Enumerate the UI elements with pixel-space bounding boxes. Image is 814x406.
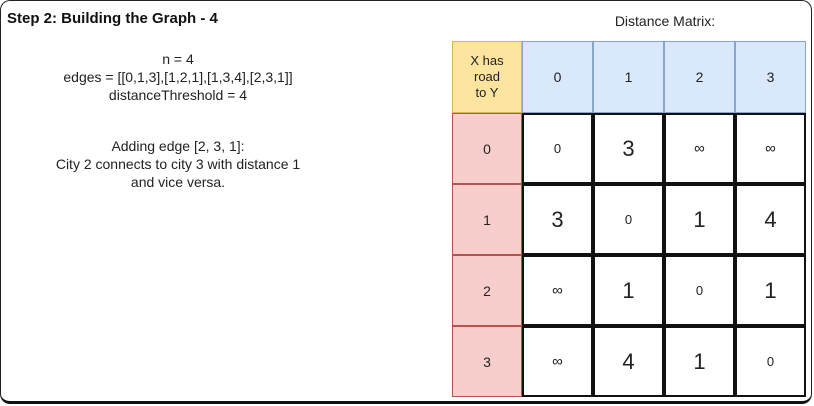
matrix-cell-3-1: 4 — [593, 326, 664, 397]
matrix-cell-3-0: ∞ — [522, 326, 593, 397]
row-header-1: 1 — [452, 184, 522, 255]
step-title: Step 2: Building the Graph - 4 — [7, 10, 218, 27]
description-line: and vice versa. — [130, 174, 226, 190]
matrix-cell-1-3: 4 — [735, 184, 806, 255]
description-line: Adding edge [2, 3, 1]: — [111, 138, 245, 154]
column-header-1: 1 — [593, 41, 664, 113]
problem-parameters: n = 4 edges = [[0,1,3],[1,2,1],[1,3,4],[… — [0, 50, 356, 104]
column-header-2: 2 — [664, 41, 735, 113]
step-description: Adding edge [2, 3, 1]: City 2 connects t… — [0, 137, 356, 191]
matrix-cell-1-1: 0 — [593, 184, 664, 255]
matrix-cell-0-0: 0 — [522, 113, 593, 184]
description-line: City 2 connects to city 3 with distance … — [55, 156, 301, 172]
matrix-cell-0-3: ∞ — [735, 113, 806, 184]
param-n: n = 4 — [162, 51, 194, 67]
row-header-0: 0 — [452, 113, 522, 184]
matrix-cell-0-2: ∞ — [664, 113, 735, 184]
param-edges: edges = [[0,1,3],[1,2,1],[1,3,4],[2,3,1]… — [63, 69, 293, 85]
matrix-cell-2-3: 1 — [735, 255, 806, 326]
matrix-cell-0-1: 3 — [593, 113, 664, 184]
corner-label-line: X has — [470, 53, 504, 68]
matrix-cell-1-2: 1 — [664, 184, 735, 255]
row-header-3: 3 — [452, 326, 522, 397]
matrix-title: Distance Matrix: — [614, 13, 716, 29]
param-distance-threshold: distanceThreshold = 4 — [108, 87, 248, 103]
matrix-cell-1-0: 3 — [522, 184, 593, 255]
matrix-cell-3-2: 1 — [664, 326, 735, 397]
matrix-cell-3-3: 0 — [735, 326, 806, 397]
column-header-0: 0 — [522, 41, 593, 113]
column-header-3: 3 — [735, 41, 806, 113]
corner-label-line: road — [473, 69, 501, 84]
matrix-cell-2-0: ∞ — [522, 255, 593, 326]
corner-label-line: to Y — [475, 85, 499, 100]
matrix-corner-label: X has road to Y — [452, 41, 522, 113]
matrix-cell-2-2: 0 — [664, 255, 735, 326]
matrix-cell-2-1: 1 — [593, 255, 664, 326]
row-header-2: 2 — [452, 255, 522, 326]
